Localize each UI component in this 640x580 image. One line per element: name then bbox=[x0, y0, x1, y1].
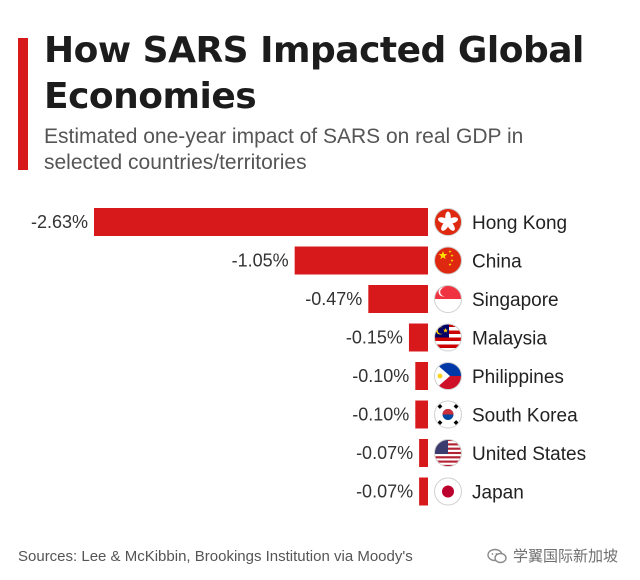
category-label: South Korea bbox=[472, 406, 578, 427]
flag-border bbox=[434, 208, 462, 236]
category-label: Japan bbox=[472, 483, 524, 504]
bar-south-korea bbox=[415, 400, 428, 429]
value-label: -0.15% bbox=[346, 328, 403, 348]
value-label: -0.10% bbox=[352, 366, 409, 386]
source-note: Sources: Lee & McKibbin, Brookings Insti… bbox=[18, 548, 413, 565]
category-label: China bbox=[472, 252, 522, 273]
wechat-icon bbox=[487, 548, 507, 563]
value-label: -0.07% bbox=[356, 482, 413, 502]
bar-japan bbox=[419, 477, 428, 506]
bar-singapore bbox=[368, 285, 428, 313]
bar-china bbox=[294, 246, 428, 275]
watermark-text: 学翼国际新加坡 bbox=[512, 548, 618, 565]
china-flag-icon bbox=[434, 247, 462, 274]
value-label: -0.47% bbox=[305, 289, 362, 309]
category-label: Malaysia bbox=[472, 329, 547, 350]
flag-border bbox=[434, 477, 462, 506]
philippines-flag-icon bbox=[434, 362, 462, 390]
hong-kong-flag-icon bbox=[434, 208, 462, 236]
flag-border bbox=[434, 362, 462, 390]
flag-border bbox=[434, 246, 462, 275]
japan-flag-icon bbox=[434, 478, 462, 505]
category-label: Singapore bbox=[472, 290, 559, 311]
chart-subtitle: Estimated one-year impact of SARS on rea… bbox=[44, 125, 524, 174]
category-label: Hong Kong bbox=[472, 213, 567, 234]
category-label: United States bbox=[472, 444, 586, 465]
flag-border bbox=[434, 400, 462, 429]
bar-philippines bbox=[415, 362, 428, 390]
value-label: -1.05% bbox=[232, 251, 289, 271]
value-label: -0.07% bbox=[356, 443, 413, 463]
south-korea-flag-icon bbox=[434, 401, 462, 428]
bar-malaysia bbox=[408, 323, 428, 352]
united-states-flag-icon bbox=[434, 439, 462, 467]
watermark: 学翼国际新加坡 bbox=[487, 545, 618, 566]
bar-united-states bbox=[419, 439, 428, 467]
singapore-flag-icon bbox=[434, 285, 462, 313]
flag-border bbox=[434, 323, 462, 352]
flag-border bbox=[434, 285, 462, 313]
accent-bar bbox=[18, 38, 28, 170]
value-label: -2.63% bbox=[31, 212, 88, 232]
chart-title: How SARS Impacted Global Economies bbox=[44, 30, 584, 117]
bar-hong-kong bbox=[94, 208, 428, 236]
flag-border bbox=[434, 439, 462, 467]
bar-chart: -2.63% Hong Kong -1.05% China -0.47% Singapor… bbox=[31, 208, 586, 506]
category-label: Philippines bbox=[472, 367, 564, 388]
value-label: -0.10% bbox=[352, 405, 409, 425]
